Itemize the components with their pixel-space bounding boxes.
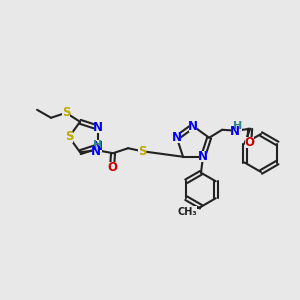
FancyBboxPatch shape — [94, 122, 102, 133]
FancyBboxPatch shape — [172, 132, 181, 143]
Text: O: O — [244, 136, 254, 149]
Text: N: N — [93, 140, 103, 153]
FancyBboxPatch shape — [177, 206, 197, 217]
Text: N: N — [91, 145, 101, 158]
FancyBboxPatch shape — [92, 146, 100, 157]
FancyBboxPatch shape — [62, 107, 70, 118]
Text: H: H — [232, 121, 242, 131]
Text: N: N — [188, 119, 198, 133]
FancyBboxPatch shape — [138, 146, 146, 157]
FancyBboxPatch shape — [189, 121, 197, 131]
Text: N: N — [93, 121, 103, 134]
Text: CH₃: CH₃ — [177, 207, 197, 217]
FancyBboxPatch shape — [233, 120, 242, 131]
FancyBboxPatch shape — [231, 126, 240, 137]
Text: N: N — [198, 150, 208, 163]
Text: S: S — [62, 106, 70, 119]
FancyBboxPatch shape — [64, 131, 74, 142]
Text: N: N — [230, 125, 240, 138]
FancyBboxPatch shape — [94, 140, 103, 151]
FancyBboxPatch shape — [108, 162, 116, 173]
Text: N: N — [172, 131, 182, 144]
FancyBboxPatch shape — [245, 137, 254, 148]
Text: O: O — [107, 161, 117, 174]
FancyBboxPatch shape — [199, 151, 207, 162]
Text: S: S — [138, 145, 146, 158]
Text: S: S — [65, 130, 73, 143]
Text: H: H — [93, 140, 103, 150]
FancyBboxPatch shape — [94, 141, 102, 152]
